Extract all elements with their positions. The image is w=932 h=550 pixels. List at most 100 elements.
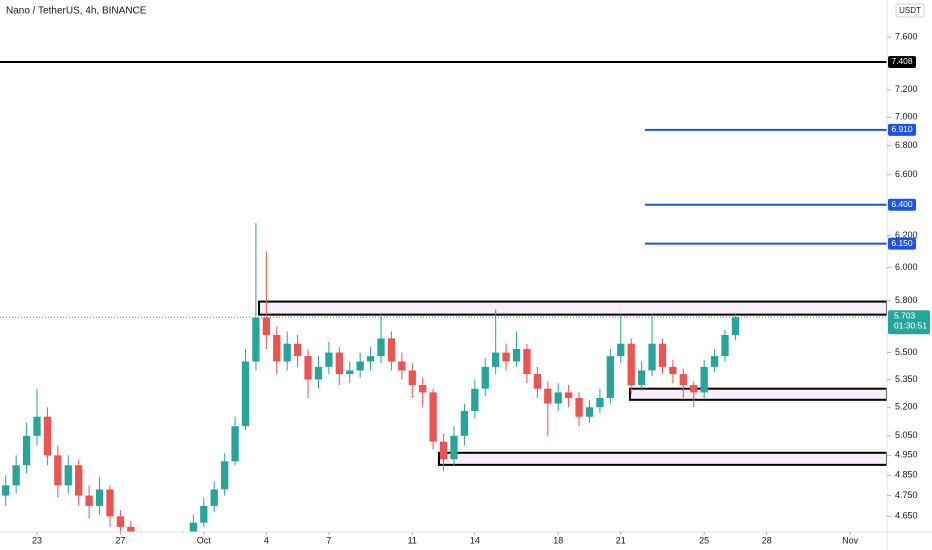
- candle-body: [346, 370, 354, 375]
- y-tick-label: 4.650: [895, 511, 918, 521]
- candle-body: [314, 366, 323, 380]
- y-tick-label: 5.800: [895, 295, 918, 305]
- candle-body: [273, 334, 281, 362]
- candle-body: [627, 343, 635, 386]
- candle-body: [585, 407, 594, 417]
- candle-body: [658, 343, 667, 367]
- candle-body: [439, 441, 448, 460]
- level-label: 6.910: [891, 124, 913, 134]
- candle-body: [210, 489, 218, 506]
- x-tick-label: 27: [115, 535, 125, 545]
- candle-body: [575, 397, 583, 417]
- candle-body: [356, 361, 364, 371]
- candle-body: [533, 374, 542, 389]
- candle-body: [43, 416, 52, 456]
- candle-body: [512, 349, 521, 362]
- last-price-badge: [888, 310, 930, 335]
- candle-body: [85, 495, 93, 506]
- y-tick-label: 7.600: [895, 31, 918, 41]
- countdown-label: 01:30:51: [894, 320, 927, 330]
- candle-body: [366, 356, 375, 362]
- y-tick-label: 6.200: [895, 230, 918, 240]
- x-tick-label: 23: [32, 535, 42, 545]
- y-tick-label: 5.050: [895, 430, 918, 440]
- level-badge: [888, 123, 916, 136]
- candle-body: [22, 435, 31, 466]
- candle-body: [669, 366, 677, 375]
- x-tick-label: Nov: [842, 535, 859, 545]
- candle-body: [252, 317, 260, 362]
- candle-body: [721, 334, 729, 357]
- x-tick-label: 7: [326, 535, 331, 545]
- candle-body: [127, 526, 135, 532]
- candle-body: [387, 338, 396, 362]
- y-tick-label: 6.600: [895, 169, 918, 179]
- candle-body: [12, 465, 20, 486]
- candle-body: [731, 317, 740, 335]
- level-label: 6.400: [891, 199, 913, 209]
- candle-body: [241, 361, 250, 427]
- candle-body: [596, 397, 604, 408]
- candle-body: [293, 343, 302, 357]
- candle-body: [33, 416, 41, 436]
- y-tick-label: 4.750: [895, 490, 918, 500]
- candle-body: [637, 370, 646, 386]
- x-tick-label: 18: [553, 535, 563, 545]
- zone: [258, 300, 887, 316]
- candle-body: [523, 349, 531, 375]
- last-price-label: 5.703: [894, 310, 916, 320]
- x-tick-label: 4: [264, 535, 269, 545]
- x-tick-label: 25: [699, 535, 709, 545]
- candle-body: [710, 356, 719, 367]
- candle-body: [471, 388, 479, 412]
- candle-body: [64, 465, 72, 486]
- y-tick-label: 5.350: [895, 374, 918, 384]
- candle-body: [554, 392, 562, 404]
- x-tick-label: 21: [616, 535, 626, 545]
- y-tick-label: 6.000: [895, 262, 918, 272]
- candle-body: [679, 374, 687, 386]
- zone: [437, 451, 887, 466]
- y-tick-label: 7.000: [895, 112, 918, 122]
- y-tick-label: 6.800: [895, 140, 918, 150]
- level-badge: [888, 237, 916, 250]
- level-badge: [888, 55, 916, 68]
- candle-body: [606, 356, 614, 398]
- candle-body: [690, 385, 698, 393]
- candle-body: [262, 317, 270, 335]
- candle-body: [460, 411, 469, 436]
- candle-body: [283, 343, 291, 362]
- currency-label[interactable]: USDT: [899, 6, 921, 15]
- candle-body: [54, 455, 62, 486]
- y-tick-label: 5.500: [895, 347, 918, 357]
- candle-body: [377, 338, 385, 357]
- y-tick-label: 4.950: [895, 450, 918, 460]
- level-badge: [888, 198, 916, 211]
- y-tick-label: 4.850: [895, 470, 918, 480]
- y-tick-label: 5.200: [895, 402, 918, 412]
- candle-body: [220, 461, 229, 490]
- x-tick-label: 14: [470, 535, 480, 545]
- x-tick-label: 28: [762, 535, 772, 545]
- candle-body: [106, 489, 114, 517]
- candle-body: [564, 392, 573, 398]
- candle-body: [75, 465, 83, 496]
- y-tick-label: 7.200: [895, 84, 918, 94]
- chart-title: Nano / TetherUS, 4h, BINANCE: [6, 6, 147, 17]
- candle-body: [408, 370, 416, 386]
- candle-body: [648, 343, 656, 371]
- candle-body: [617, 343, 625, 357]
- x-tick-label: 11: [408, 535, 417, 545]
- zone: [628, 387, 887, 401]
- level-label: 6.150: [891, 238, 913, 248]
- currency-box[interactable]: [895, 3, 925, 18]
- candle-body: [231, 426, 239, 462]
- candle-body: [492, 352, 500, 367]
- candle-body: [700, 366, 708, 393]
- candle-body: [189, 522, 198, 532]
- candle-body: [200, 505, 208, 523]
- x-tick-label: Oct: [197, 535, 212, 545]
- plot-area: [0, 60, 887, 532]
